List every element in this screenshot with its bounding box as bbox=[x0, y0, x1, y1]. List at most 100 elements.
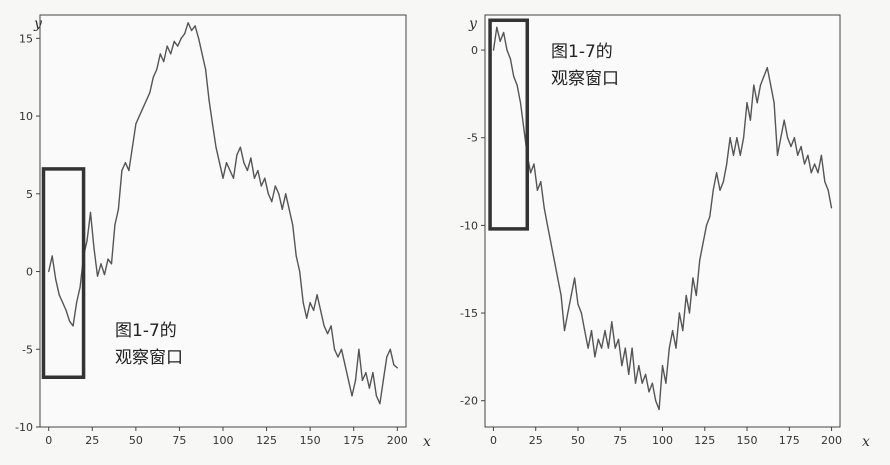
data-point bbox=[655, 400, 657, 402]
data-point bbox=[611, 321, 613, 323]
data-point bbox=[675, 347, 677, 349]
data-point bbox=[292, 224, 294, 226]
data-point bbox=[354, 379, 357, 381]
data-point bbox=[327, 333, 329, 335]
data-point bbox=[787, 137, 789, 139]
x-tick-label: 0 bbox=[490, 434, 497, 447]
data-point bbox=[121, 169, 123, 172]
data-point bbox=[264, 177, 266, 179]
data-point bbox=[800, 145, 802, 148]
data-point bbox=[316, 294, 318, 296]
data-point bbox=[672, 330, 674, 332]
data-point bbox=[719, 189, 721, 191]
data-point bbox=[285, 193, 287, 195]
data-point bbox=[194, 25, 196, 27]
data-point bbox=[337, 356, 339, 358]
data-point bbox=[820, 154, 822, 156]
data-point bbox=[358, 348, 360, 350]
observation-window-box bbox=[488, 18, 530, 231]
data-point bbox=[695, 294, 697, 297]
data-point bbox=[344, 364, 346, 366]
data-point bbox=[124, 162, 126, 164]
data-point bbox=[506, 49, 508, 51]
data-point bbox=[208, 99, 210, 102]
data-point bbox=[746, 102, 748, 104]
data-point bbox=[688, 312, 691, 314]
data-point bbox=[372, 372, 374, 374]
data-point bbox=[685, 294, 687, 297]
y-tick-label: -5 bbox=[467, 132, 478, 145]
y-tick-label: -10 bbox=[460, 219, 478, 232]
data-point bbox=[184, 33, 186, 35]
data-point bbox=[601, 347, 603, 349]
data-point bbox=[580, 312, 582, 314]
data-point bbox=[661, 365, 664, 367]
data-point bbox=[763, 75, 765, 77]
data-point bbox=[177, 45, 179, 47]
data-point bbox=[93, 247, 95, 249]
data-point bbox=[753, 84, 755, 86]
data-point bbox=[330, 325, 332, 327]
data-point bbox=[333, 348, 336, 350]
data-point bbox=[519, 102, 522, 104]
data-point bbox=[250, 157, 252, 159]
data-point bbox=[557, 277, 559, 279]
data-point bbox=[628, 373, 630, 375]
data-point bbox=[55, 278, 57, 280]
data-point bbox=[295, 255, 297, 257]
data-point bbox=[523, 128, 525, 130]
data-point bbox=[351, 395, 353, 397]
data-point bbox=[142, 107, 144, 109]
data-point bbox=[89, 211, 92, 213]
data-point bbox=[827, 189, 829, 191]
data-point bbox=[607, 347, 609, 349]
data-point bbox=[648, 391, 650, 393]
data-point bbox=[361, 379, 363, 381]
data-point bbox=[729, 137, 731, 139]
data-point bbox=[553, 259, 555, 261]
x-tick-label: 25 bbox=[85, 434, 99, 447]
data-point bbox=[570, 294, 572, 297]
data-point bbox=[530, 172, 532, 174]
data-point bbox=[225, 162, 228, 164]
data-point bbox=[222, 177, 224, 179]
data-point bbox=[797, 154, 799, 156]
data-point bbox=[726, 163, 728, 165]
data-point bbox=[281, 208, 283, 210]
right-chart-svg: 0 25 50 75 100 125 150 175 200 -20 -15 -10 -5 0 y x 图1-7… bbox=[460, 14, 870, 450]
data-point bbox=[658, 408, 660, 411]
data-point bbox=[577, 303, 579, 305]
data-point bbox=[340, 348, 343, 350]
x-axis-label: x bbox=[423, 434, 431, 450]
data-point bbox=[584, 330, 586, 332]
data-point bbox=[614, 347, 616, 349]
data-point bbox=[51, 255, 53, 257]
data-point bbox=[776, 154, 779, 156]
data-point bbox=[722, 181, 724, 183]
data-point bbox=[347, 379, 350, 381]
data-point bbox=[110, 263, 113, 265]
annotation-line: 观察窗口 bbox=[115, 348, 183, 368]
data-point bbox=[641, 382, 643, 384]
y-tick-label: -5 bbox=[22, 343, 33, 356]
data-point bbox=[645, 373, 647, 375]
data-point bbox=[159, 53, 161, 55]
left-chart-panel: 0 25 50 75 100 125 150 175 200 -10 -5 0 5 10 15 y x 图1-7的… bbox=[0, 0, 445, 461]
data-point bbox=[152, 76, 154, 78]
data-point bbox=[145, 99, 147, 102]
data-point bbox=[72, 325, 74, 327]
data-point bbox=[736, 137, 738, 139]
data-point bbox=[587, 347, 589, 349]
data-point bbox=[173, 40, 175, 43]
data-point bbox=[756, 102, 758, 104]
data-point bbox=[594, 356, 596, 358]
data-point bbox=[651, 382, 653, 384]
x-tick-label: 100 bbox=[213, 434, 234, 447]
data-point bbox=[546, 224, 549, 226]
data-point bbox=[702, 242, 704, 244]
data-point bbox=[306, 317, 308, 319]
data-point bbox=[716, 172, 718, 174]
data-point bbox=[783, 119, 785, 121]
x-tick-label: 150 bbox=[737, 434, 758, 447]
data-point bbox=[163, 61, 165, 63]
